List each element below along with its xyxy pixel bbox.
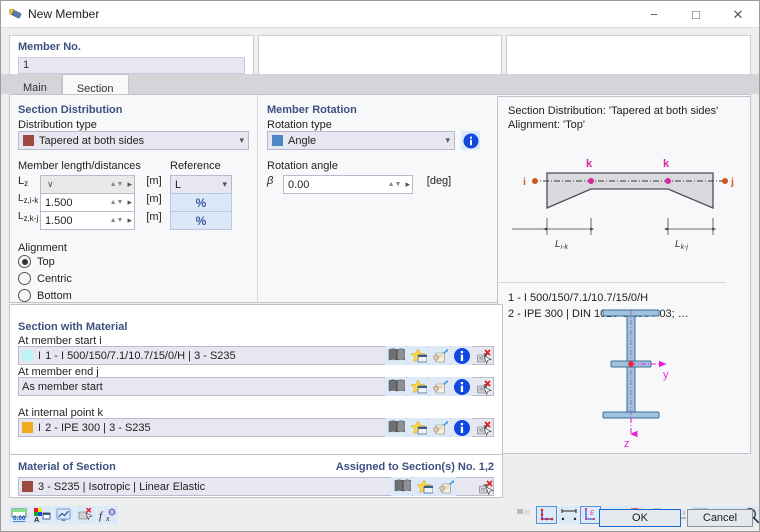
svg-text:A: A <box>34 515 40 523</box>
svg-text:0.00: 0.00 <box>13 515 26 522</box>
svg-text:f: f <box>99 510 104 522</box>
svg-text:z: z <box>624 438 630 450</box>
svg-text:x: x <box>105 514 110 523</box>
svg-text:E: E <box>590 511 595 517</box>
svg-text:y: y <box>663 369 669 381</box>
